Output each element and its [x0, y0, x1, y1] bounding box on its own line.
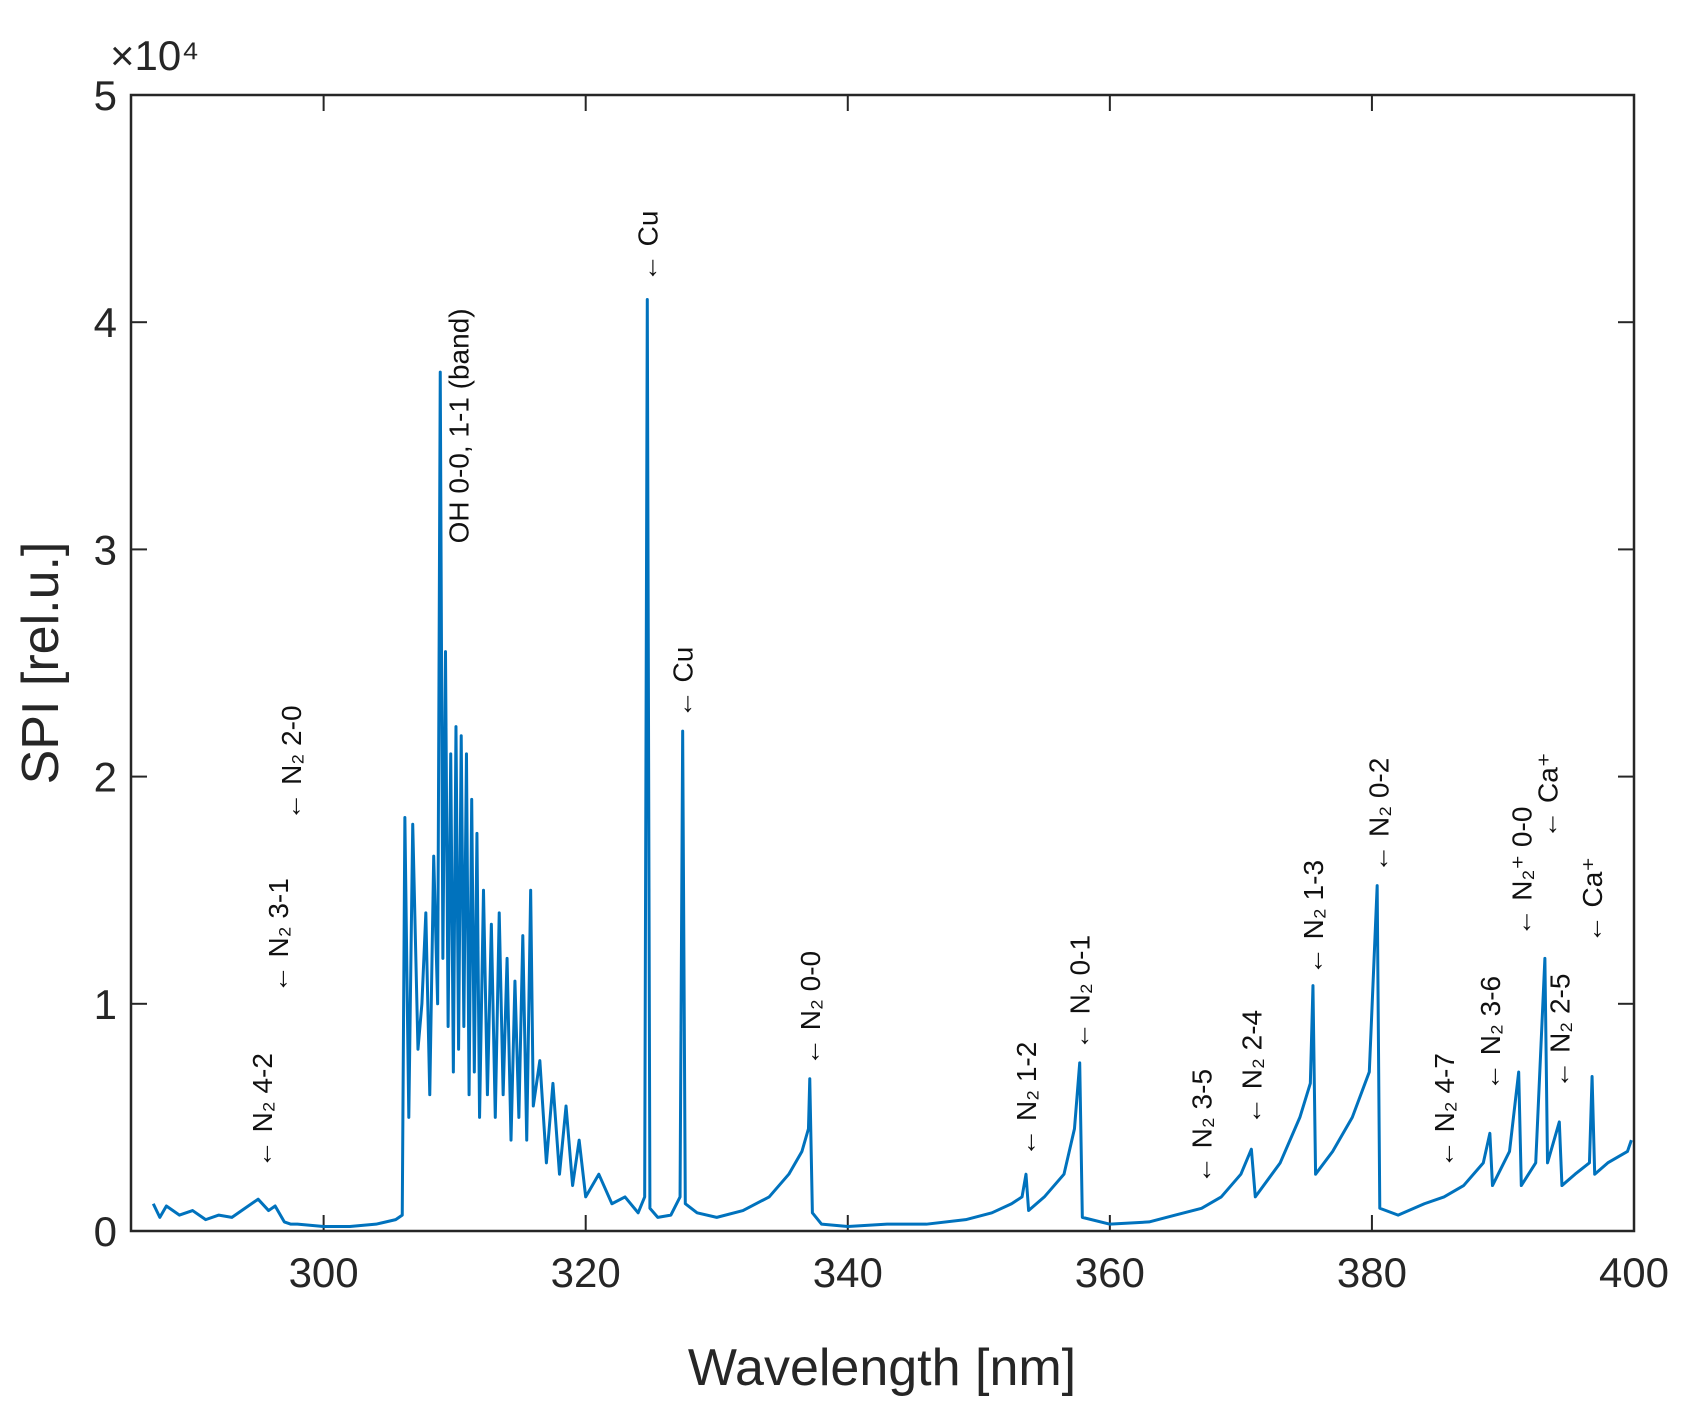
x-tick-label: 300 [289, 1249, 359, 1296]
plot-frame [129, 93, 1636, 1233]
annotation: ← N₂ 0-2 [1364, 758, 1395, 873]
annotation: ← N₂ 2-4 [1236, 1010, 1267, 1125]
x-tick-label: 380 [1337, 1249, 1407, 1296]
x-tick-label: 360 [1075, 1249, 1145, 1296]
annotation: OH 0-0, 1-1 (band) [444, 308, 475, 543]
y-multiplier: ×10⁴ [110, 32, 199, 79]
x-tick-label: 340 [813, 1249, 883, 1296]
annotation: ← N₂ 0-1 [1065, 935, 1096, 1050]
annotation: ← N₂ 4-2 [247, 1053, 278, 1168]
annotation: ← N₂ 3-6 [1475, 976, 1506, 1091]
x-tick-label: 320 [551, 1249, 621, 1296]
y-axis-label: SPI [rel.u.] [12, 542, 70, 785]
y-tick-label: 0 [94, 1208, 117, 1255]
annotation: ← N₂ 2-5 [1544, 974, 1575, 1089]
annotation: ← N₂ 1-2 [1011, 1042, 1042, 1157]
annotation: ← N₂ 1-3 [1298, 860, 1329, 975]
annotation: ← Ca⁺ [1577, 857, 1608, 943]
x-tick-label: 400 [1599, 1249, 1669, 1296]
annotation: ← Cu [632, 211, 663, 283]
spectrum-line [151, 297, 1633, 1228]
annotation: ← N₂⁺ 0-0 [1506, 807, 1537, 937]
annotation: ← N₂ 0-0 [795, 951, 826, 1066]
y-tick-label: 4 [94, 299, 117, 346]
y-tick-label: 3 [94, 526, 117, 573]
annotation: ← N₂ 4-7 [1429, 1053, 1460, 1168]
annotation: ← N₂ 3-5 [1187, 1069, 1218, 1184]
x-axis-label: Wavelength [nm] [688, 1339, 1076, 1397]
annotation: ← N₂ 2-0 [276, 705, 307, 820]
annotation: ← Cu [668, 647, 699, 719]
y-tick-label: 1 [94, 981, 117, 1028]
y-tick-label: 2 [94, 754, 117, 801]
y-tick-label: 5 [94, 72, 117, 119]
annotation: ← N₂ 3-1 [263, 878, 294, 993]
annotation: ← Ca⁺ [1533, 752, 1564, 838]
